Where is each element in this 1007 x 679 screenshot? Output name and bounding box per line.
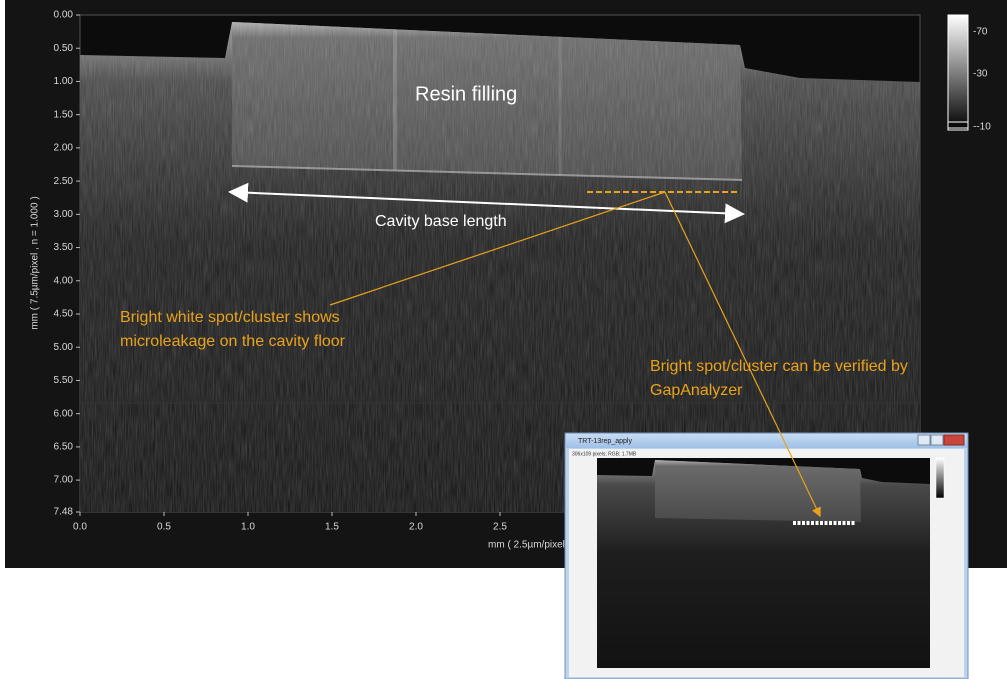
x-tick-label: 2.0 <box>409 522 423 533</box>
x-tick-label: 0.5 <box>157 522 171 533</box>
y-tick-label: 0.00 <box>54 10 74 21</box>
colorbar-tick-label: --10 <box>973 122 991 133</box>
colorbar <box>948 15 968 130</box>
inset-colorbar <box>936 458 944 498</box>
y-tick-label: 3.00 <box>54 209 74 220</box>
x-tick-label: 1.0 <box>241 522 255 533</box>
maximize-button[interactable] <box>931 435 943 445</box>
cavity-label: Cavity base length <box>375 213 507 230</box>
window-title: TRT-13rep_apply <box>578 438 632 445</box>
note-line: Bright white spot/cluster shows <box>120 309 340 326</box>
y-tick-label: 7.00 <box>54 475 74 486</box>
resin-label: Resin filling <box>415 83 517 105</box>
y-tick-label: 5.50 <box>54 375 74 386</box>
colorbar-tick-label: -70 <box>973 27 988 38</box>
y-tick-label: 1.50 <box>54 109 74 120</box>
y-tick-label: 4.00 <box>54 275 74 286</box>
x-tick-label: 1.5 <box>325 522 339 533</box>
y-tick-label: 2.50 <box>54 176 74 187</box>
x-axis-label: mm ( 2.5µm/pixel ) <box>488 540 571 551</box>
y-tick-label: 4.50 <box>54 309 74 320</box>
y-axis-label: mm ( 7.5µm/pixel , n = 1.000 ) <box>30 196 41 329</box>
screenshot: 0.00 0.50 1.00 1.50 2.00 2.50 3.00 3.50 4.00 4.50… <box>0 0 1007 679</box>
colorbar-tick-label: -30 <box>973 69 988 80</box>
y-tick-label: 6.50 <box>54 442 74 453</box>
y-tick-label: 2.00 <box>54 143 74 154</box>
inset-window: TRT-13rep_apply 306x109 pixels; RGB; 1.7… <box>565 433 968 679</box>
y-tick-label: 6.00 <box>54 408 74 419</box>
note-line: Bright spot/cluster can be verified by <box>650 358 908 375</box>
y-tick-label: 1.00 <box>54 76 74 87</box>
y-tick-label: 5.00 <box>54 342 74 353</box>
note-line: microleakage on the cavity floor <box>120 333 346 350</box>
image-info: 306x109 pixels; RGB; 1.7MB <box>572 451 637 457</box>
inset-resin <box>655 460 861 522</box>
note-line: GapAnalyzer <box>650 382 743 399</box>
close-button[interactable] <box>944 435 964 445</box>
x-tick-label: 2.5 <box>493 522 507 533</box>
y-tick-label: 7.48 <box>54 507 74 518</box>
y-tick-label: 0.50 <box>54 43 74 54</box>
y-tick-label: 3.50 <box>54 242 74 253</box>
x-tick-label: 0.0 <box>73 522 87 533</box>
minimize-button[interactable] <box>918 435 930 445</box>
